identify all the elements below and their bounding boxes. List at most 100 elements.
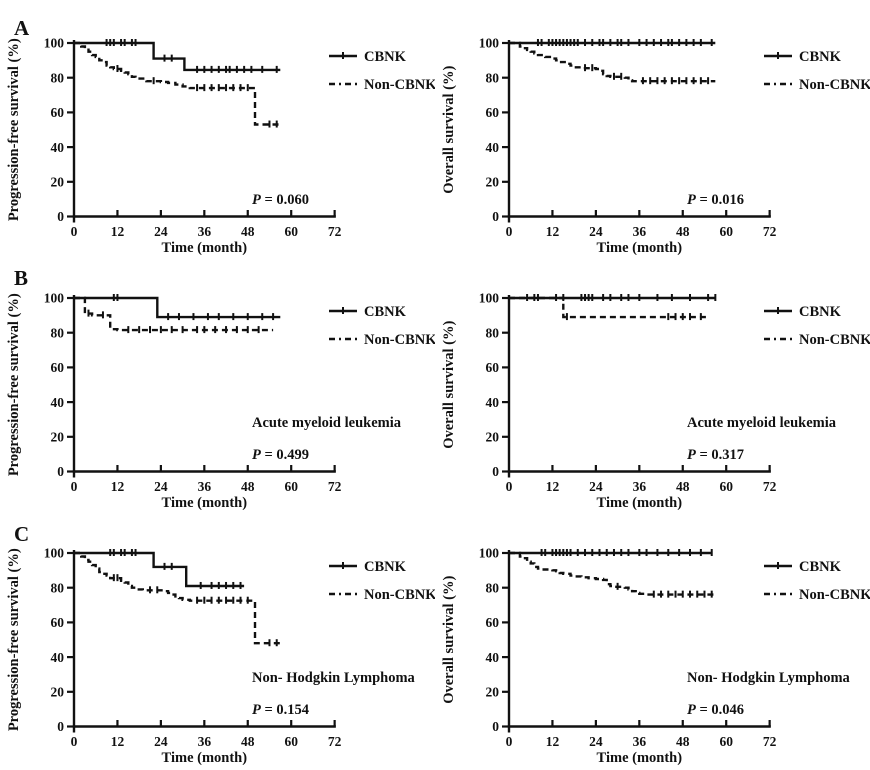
x-tick-label: 48 bbox=[676, 479, 690, 494]
panel-label-a: A bbox=[14, 16, 30, 40]
y-tick-label: 100 bbox=[479, 546, 500, 561]
x-tick-label: 12 bbox=[111, 734, 125, 749]
y-axis-title: Overall survival (%) bbox=[441, 66, 457, 194]
x-tick-label: 12 bbox=[546, 734, 560, 749]
x-axis-title: Time (month) bbox=[597, 750, 683, 765]
x-tick-label: 60 bbox=[719, 224, 733, 239]
y-tick-label: 20 bbox=[51, 430, 65, 445]
x-tick-label: 12 bbox=[546, 479, 560, 494]
y-tick-label: 60 bbox=[51, 615, 65, 630]
x-tick-label: 0 bbox=[506, 734, 513, 749]
y-tick-label: 0 bbox=[57, 464, 64, 479]
legend-label: CBNK bbox=[364, 304, 407, 320]
y-axis-title: Progression-free survival (%) bbox=[6, 293, 22, 476]
x-tick-label: 24 bbox=[589, 734, 603, 749]
survival-curve-non-cbnk bbox=[74, 296, 274, 332]
y-tick-label: 40 bbox=[51, 140, 65, 155]
y-tick-label: 60 bbox=[486, 615, 500, 630]
x-tick-label: 72 bbox=[763, 224, 777, 239]
y-tick-label: 0 bbox=[492, 464, 499, 479]
panel-b-overall-survival-chart: 0 12 24 36 48 60 72 0 20 40 60 80 100 Time (month) Ove… bbox=[441, 291, 870, 510]
x-axis-title: Time (month) bbox=[162, 240, 248, 255]
y-tick-label: 100 bbox=[479, 36, 500, 51]
disease-annotation: Acute myeloid leukemia bbox=[687, 415, 837, 431]
legend-label: Non-CBNK bbox=[799, 332, 870, 348]
y-tick-label: 80 bbox=[51, 325, 65, 340]
survival-curve-non-cbnk bbox=[509, 551, 716, 596]
x-tick-label: 12 bbox=[111, 224, 125, 239]
x-tick-label: 0 bbox=[71, 734, 78, 749]
y-tick-label: 20 bbox=[51, 175, 65, 190]
x-tick-label: 36 bbox=[198, 734, 212, 749]
legend-label: CBNK bbox=[364, 559, 407, 575]
y-tick-label: 80 bbox=[51, 70, 65, 85]
y-tick-label: 40 bbox=[486, 140, 500, 155]
p-value-label: P = 0.060 bbox=[252, 192, 309, 208]
legend-label: Non-CBNK bbox=[364, 587, 435, 603]
x-tick-label: 0 bbox=[71, 479, 78, 494]
x-tick-label: 48 bbox=[676, 734, 690, 749]
legend-label: Non-CBNK bbox=[364, 77, 435, 93]
y-tick-label: 40 bbox=[51, 395, 65, 410]
survival-curve-non-cbnk bbox=[74, 551, 281, 645]
y-tick-label: 100 bbox=[479, 291, 500, 306]
x-tick-label: 60 bbox=[719, 734, 733, 749]
x-tick-label: 72 bbox=[763, 734, 777, 749]
x-tick-label: 24 bbox=[154, 479, 168, 494]
y-tick-label: 80 bbox=[486, 70, 500, 85]
x-tick-label: 72 bbox=[328, 734, 342, 749]
y-tick-label: 20 bbox=[486, 175, 500, 190]
y-tick-label: 40 bbox=[486, 650, 500, 665]
x-tick-label: 72 bbox=[763, 479, 777, 494]
x-tick-label: 24 bbox=[589, 479, 603, 494]
y-tick-label: 100 bbox=[44, 36, 65, 51]
y-tick-label: 20 bbox=[51, 685, 65, 700]
p-value-label: P = 0.016 bbox=[687, 192, 744, 208]
x-tick-label: 0 bbox=[71, 224, 78, 239]
legend-label: Non-CBNK bbox=[799, 77, 870, 93]
survival-curve-cbnk bbox=[74, 551, 245, 588]
legend-label: CBNK bbox=[799, 559, 842, 575]
x-axis-title: Time (month) bbox=[597, 240, 683, 255]
x-tick-label: 12 bbox=[546, 224, 560, 239]
x-tick-label: 24 bbox=[589, 224, 603, 239]
survival-curve-non-cbnk bbox=[74, 41, 281, 126]
p-value-label: P = 0.046 bbox=[687, 702, 744, 718]
y-tick-label: 40 bbox=[51, 650, 65, 665]
y-tick-label: 0 bbox=[492, 209, 499, 224]
disease-annotation: Non- Hodgkin Lymphoma bbox=[687, 670, 851, 686]
x-tick-label: 36 bbox=[198, 479, 212, 494]
y-axis-title: Progression-free survival (%) bbox=[6, 38, 22, 221]
p-value-label: P = 0.499 bbox=[252, 447, 309, 463]
x-tick-label: 12 bbox=[111, 479, 125, 494]
y-tick-label: 80 bbox=[486, 580, 500, 595]
panel-a-overall-survival-chart: 0 12 24 36 48 60 72 0 20 40 60 80 100 Time (month) Ove… bbox=[441, 36, 870, 255]
x-tick-label: 60 bbox=[284, 224, 298, 239]
x-tick-label: 0 bbox=[506, 479, 513, 494]
x-tick-label: 72 bbox=[328, 224, 342, 239]
x-tick-label: 60 bbox=[719, 479, 733, 494]
y-axis-title: Overall survival (%) bbox=[441, 321, 457, 449]
legend-label: Non-CBNK bbox=[364, 332, 435, 348]
panel-a-progression-free-survival-chart: 0 12 24 36 48 60 72 0 20 40 60 80 100 Time (month) Pro… bbox=[6, 36, 435, 255]
x-tick-label: 60 bbox=[284, 479, 298, 494]
x-axis-title: Time (month) bbox=[162, 495, 248, 510]
y-tick-label: 20 bbox=[486, 430, 500, 445]
y-tick-label: 80 bbox=[51, 580, 65, 595]
legend-label: CBNK bbox=[799, 304, 842, 320]
y-tick-label: 100 bbox=[44, 546, 65, 561]
y-tick-label: 60 bbox=[51, 105, 65, 120]
x-tick-label: 48 bbox=[241, 224, 255, 239]
x-tick-label: 24 bbox=[154, 224, 168, 239]
x-axis-title: Time (month) bbox=[597, 495, 683, 510]
x-tick-label: 72 bbox=[328, 479, 342, 494]
legend-label: CBNK bbox=[799, 49, 842, 65]
survival-curve-cbnk bbox=[74, 41, 281, 72]
panel-label-c: C bbox=[14, 522, 30, 546]
p-value-label: P = 0.154 bbox=[252, 702, 309, 718]
y-tick-label: 60 bbox=[51, 360, 65, 375]
disease-annotation: Non- Hodgkin Lymphoma bbox=[252, 670, 416, 686]
panel-c-progression-free-survival-chart: 0 12 24 36 48 60 72 0 20 40 60 80 100 Time (month) Pro… bbox=[6, 546, 435, 765]
y-tick-label: 60 bbox=[486, 360, 500, 375]
